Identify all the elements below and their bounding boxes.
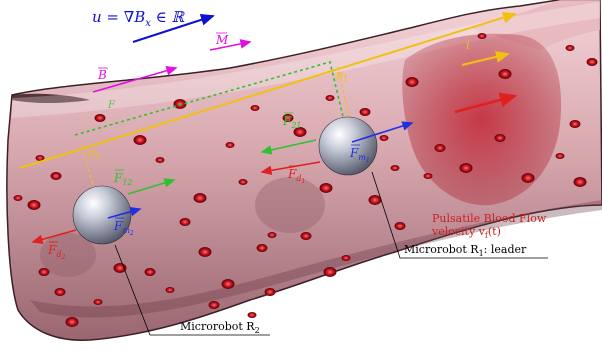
p2-label: p2: [88, 146, 100, 161]
blood-cell: [250, 105, 260, 111]
blood-cell: [267, 232, 277, 238]
blood-cell: [477, 33, 487, 39]
microrobot-r1: [318, 116, 378, 176]
blood-cell: [341, 255, 351, 261]
blood-cell: [368, 195, 382, 205]
robot1-shadow: [255, 177, 325, 233]
blood-cell: [293, 127, 307, 137]
Fm2-arrow: [107, 206, 142, 219]
robot2-caption: Microrobot R2: [180, 320, 260, 335]
blood-cell: [394, 222, 406, 230]
blood-cell: [65, 317, 79, 327]
blood-cell: [573, 177, 587, 187]
blood-cell: [565, 45, 575, 51]
blood-cell: [405, 77, 419, 87]
blood-cell: [113, 263, 127, 273]
Fd1-arrow: [260, 161, 321, 176]
blood-cell: [179, 218, 191, 226]
blood-cell: [247, 312, 257, 318]
blood-cell: [238, 179, 248, 185]
blood-cell: [555, 153, 565, 159]
blood-cell: [13, 195, 23, 201]
blood-cell: [359, 108, 371, 116]
blood-cell: [569, 120, 581, 128]
vector-bars: [49, 112, 360, 243]
M-label: M: [215, 33, 229, 47]
M-arrow: [209, 39, 252, 51]
blood-cell: [155, 157, 165, 163]
blood-cell: [93, 299, 103, 305]
blood-cell: [50, 172, 62, 180]
blood-cell: [264, 288, 276, 296]
blood-cell: [459, 163, 473, 173]
Fm1-arrow: [351, 121, 414, 143]
blood-cell: [300, 232, 312, 240]
blood-cell: [165, 287, 175, 293]
Fm1-label: Fm1: [349, 146, 370, 164]
flow-caption-line1: Pulsatile Blood Flow: [432, 212, 547, 225]
flow-caption-line2: velocity vf(t): [431, 225, 501, 240]
blood-cell: [325, 95, 335, 101]
vessel-opening: [12, 93, 90, 103]
blood-cell: [54, 288, 66, 296]
blood-cell: [144, 268, 156, 276]
blood-cell: [390, 165, 400, 171]
blood-cells: [13, 33, 598, 327]
current-arrow: [461, 50, 510, 66]
blood-cell: [94, 114, 106, 122]
u-gradient-arrow: [132, 14, 215, 43]
robot2-leader-line: [114, 244, 270, 336]
Fd1-label: Fd1: [287, 167, 305, 185]
blood-cell: [208, 301, 220, 309]
blood-cell: [498, 69, 512, 79]
microrobot-r2: [72, 185, 132, 245]
blood-cell: [221, 279, 235, 289]
robot2-shadow: [40, 233, 96, 277]
blood-cell: [38, 268, 50, 276]
blood-cell: [521, 173, 535, 183]
blood-cell: [256, 244, 268, 252]
u-label: u = ∇Bx ∈ ℝ: [92, 8, 186, 29]
vessel-shade-bottom: [30, 200, 602, 318]
F21-label: F21: [282, 114, 302, 130]
blood-cell: [225, 142, 235, 148]
blood-cell: [198, 247, 212, 257]
vessel-shade-top: [12, 2, 600, 118]
blood-cell: [379, 135, 389, 141]
blood-cell: [173, 99, 187, 109]
blood-cell: [35, 155, 45, 161]
blood-cell: [434, 144, 446, 152]
Fd2-label: Fd2: [47, 243, 65, 261]
F12-label: F12: [113, 171, 133, 187]
i-label: i: [466, 38, 470, 52]
p1-label: p1: [336, 68, 348, 83]
projection-p1: [337, 66, 353, 129]
blood-cell: [323, 267, 337, 277]
pulsatile-flow-region: [402, 33, 562, 206]
Fd2-arrow: [31, 229, 77, 245]
blood-cell: [282, 114, 294, 122]
blood-cell: [133, 135, 147, 145]
blood-cell: [193, 193, 207, 203]
F12-arrow: [127, 178, 176, 195]
trajectory-line: [19, 11, 517, 169]
flow-profile-arrow: [454, 92, 518, 114]
formation-link: [74, 61, 346, 136]
F21-arrow: [260, 139, 317, 155]
blood-cell: [494, 134, 506, 142]
blood-cell: [423, 173, 433, 179]
robot1-caption: Microrobot R1: leader: [404, 243, 527, 258]
B-label: B: [97, 68, 107, 82]
blood-cell: [319, 183, 333, 193]
Fm2-label: Fm2: [113, 219, 134, 237]
robot1-leader-line: [371, 171, 548, 259]
blood-cell: [27, 200, 41, 210]
B-arrow: [92, 66, 178, 93]
Fc-label: F: [107, 100, 116, 111]
blood-cell: [586, 58, 598, 66]
